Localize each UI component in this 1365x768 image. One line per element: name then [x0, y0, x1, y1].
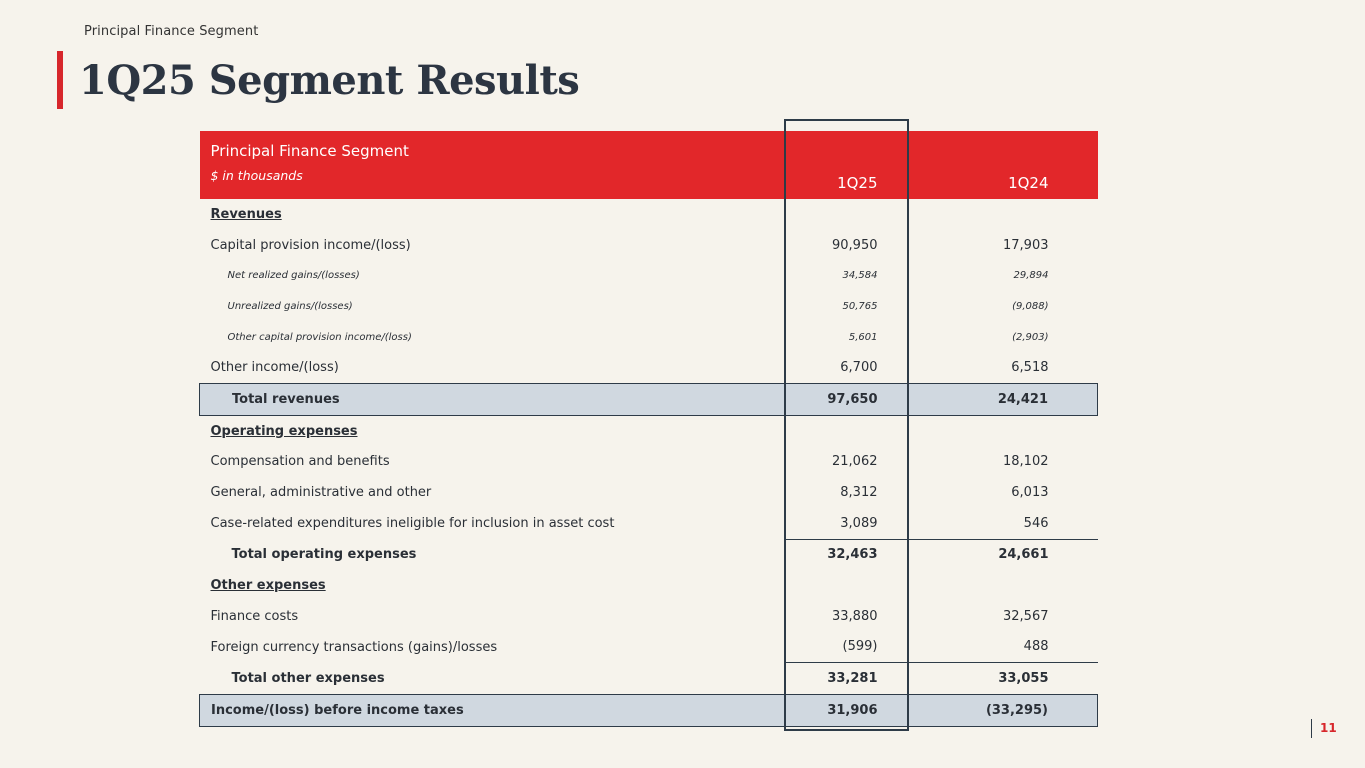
value-prior: 24,421	[908, 383, 1098, 416]
value-current: 34,584	[842, 270, 878, 282]
value-prior: 29,894	[1013, 270, 1049, 282]
table-header-row: Principal Finance Segment	[199, 131, 1098, 166]
value-current: 90,950	[832, 237, 878, 253]
value-prior: (9,088)	[1012, 300, 1049, 312]
table-column-header-row: $ in thousands 1Q25 1Q24	[199, 166, 1098, 199]
value-prior: 17,903	[1003, 237, 1049, 253]
table-units: $ in thousands	[199, 166, 785, 199]
value-prior: 24,661	[908, 538, 1098, 571]
row-label: Capital provision income/(loss)	[210, 237, 411, 253]
page-title: 1Q25 Segment Results	[79, 57, 580, 104]
value-prior: 33,055	[908, 662, 1098, 695]
value-prior	[909, 199, 1098, 230]
value-current: 50,765	[842, 300, 878, 312]
row-label: Compensation and benefits	[210, 454, 390, 470]
segment-results-table: Principal Finance Segment $ in thousands…	[199, 131, 1098, 727]
value-current: 97,650	[784, 383, 909, 416]
row-label: Income/(loss) before income taxes	[199, 694, 785, 727]
row-label: Foreign currency transactions (gains)/lo…	[210, 639, 498, 655]
row-label: Total operating expenses	[231, 547, 417, 563]
table-row: Finance costs 33,880 32,567	[200, 601, 1098, 632]
value-current	[785, 570, 909, 601]
row-label: Total other expenses	[231, 670, 385, 686]
column-header-prior: 1Q24	[908, 166, 1098, 199]
column-header-current: 1Q25	[784, 166, 909, 199]
table-row: Case-related expenditures ineligible for…	[200, 508, 1098, 539]
value-current: 33,281	[784, 662, 909, 695]
row-label: Other expenses	[210, 578, 326, 594]
value-current: 21,062	[832, 454, 878, 470]
value-prior: 32,567	[1003, 608, 1049, 624]
value-current: 5,601	[848, 331, 878, 343]
value-current	[785, 199, 909, 230]
table-row: Total other expenses 33,281 33,055	[200, 662, 1098, 695]
value-prior: 6,518	[1011, 360, 1049, 376]
table-row: Total operating expenses 32,463 24,661	[200, 538, 1098, 571]
table-row: Foreign currency transactions (gains)/lo…	[200, 632, 1098, 663]
table-row: Income/(loss) before income taxes 31,906(…	[199, 694, 1098, 727]
table-row: Capital provision income/(loss) 90,950 17,…	[200, 230, 1098, 261]
value-prior: (33,295)	[908, 694, 1098, 727]
row-label: Case-related expenditures ineligible for…	[210, 515, 615, 531]
page-number: 11	[1320, 721, 1337, 735]
value-prior	[909, 570, 1098, 601]
value-current: 3,089	[840, 515, 878, 531]
table-row: General, administrative and other 8,312 6,…	[200, 477, 1098, 508]
row-label: Other income/(loss)	[210, 360, 339, 376]
row-label: Total revenues	[199, 383, 785, 416]
value-current: 31,906	[784, 694, 909, 727]
row-label: Unrealized gains/(losses)	[227, 300, 353, 312]
value-current: 6,700	[840, 360, 878, 376]
table-row: Other expenses	[200, 570, 1098, 601]
value-prior: (2,903)	[1012, 331, 1049, 343]
value-current: 8,312	[840, 485, 878, 501]
table-row: Other income/(loss) 6,700 6,518	[200, 352, 1098, 383]
value-prior: 18,102	[1003, 454, 1049, 470]
value-current: 33,880	[832, 608, 878, 624]
table-row: Operating expenses	[200, 415, 1098, 446]
table-row: Net realized gains/(losses) 34,584 29,894	[200, 260, 1098, 291]
value-prior: 546	[1023, 515, 1049, 531]
table-row: Compensation and benefits 21,062 18,102	[200, 447, 1098, 478]
table-row: Other capital provision income/(loss) 5,6…	[200, 322, 1098, 353]
table-heading: Principal Finance Segment	[199, 131, 785, 166]
row-label: Finance costs	[210, 608, 299, 624]
row-label: Net realized gains/(losses)	[227, 270, 360, 282]
row-label: Revenues	[210, 206, 282, 222]
title-accent-bar	[57, 51, 63, 109]
value-prior	[909, 415, 1098, 446]
table-row: Total revenues 97,650 24,421	[199, 383, 1098, 416]
section-label: Principal Finance Segment	[84, 24, 259, 39]
value-current: (599)	[842, 639, 878, 655]
value-prior: 6,013	[1011, 485, 1049, 501]
value-current	[785, 415, 909, 446]
row-label: Other capital provision income/(loss)	[227, 331, 412, 343]
value-prior: 488	[1023, 639, 1049, 655]
row-label: Operating expenses	[210, 423, 358, 439]
page-number-divider	[1311, 719, 1312, 738]
table-row: Revenues	[200, 199, 1098, 230]
table-row: Unrealized gains/(losses) 50,765 (9,088)	[200, 291, 1098, 322]
row-label: General, administrative and other	[210, 485, 432, 501]
value-current: 32,463	[784, 538, 909, 571]
